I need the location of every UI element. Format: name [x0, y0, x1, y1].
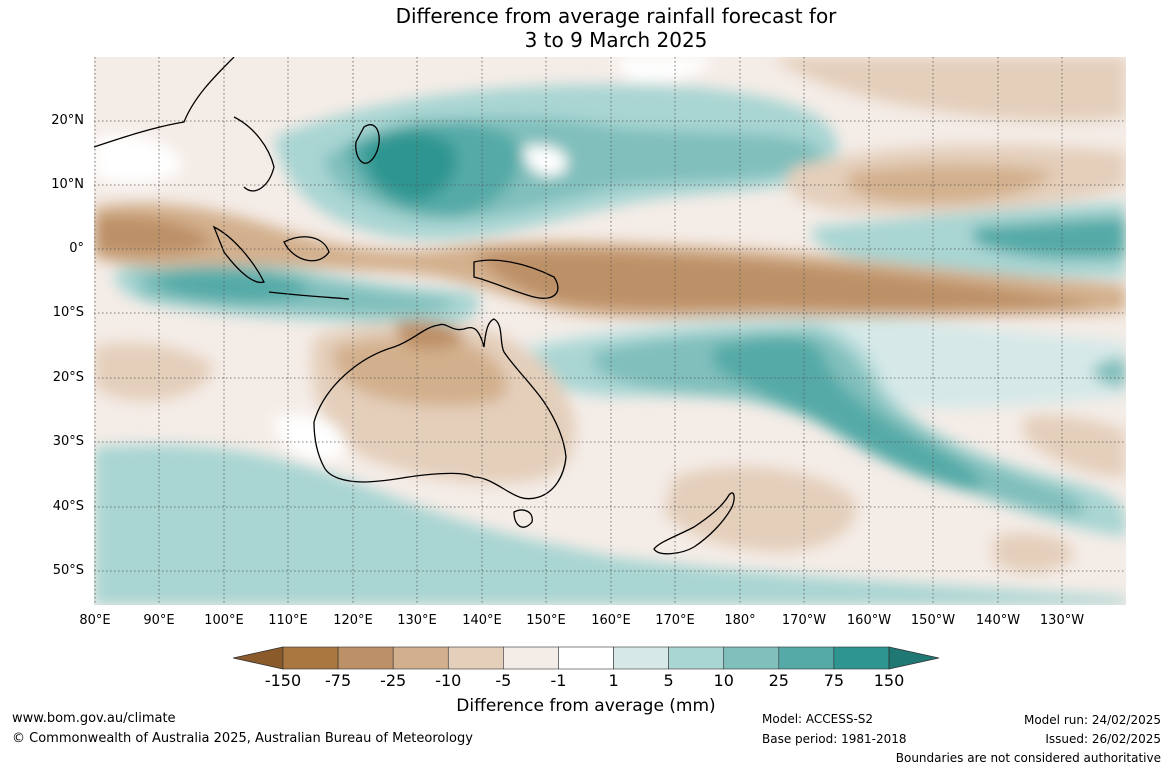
colorbar-tick-label: -10 [435, 671, 462, 690]
longitude-label: 180° [724, 613, 756, 628]
coastlines [94, 57, 735, 555]
latitude-label: 0° [69, 241, 84, 256]
colorbar [233, 646, 939, 670]
colorbar-segment [778, 646, 835, 670]
title-line-2: 3 to 9 March 2025 [524, 28, 708, 52]
model-text: Model: ACCESS-S2 [762, 712, 874, 726]
colorbar-segment [668, 646, 725, 670]
colorbar-tick-label: -5 [495, 671, 512, 690]
latitude-label: 20°S [52, 370, 84, 385]
asia-coastline [94, 57, 235, 148]
longitude-label: 130°E [397, 613, 437, 628]
colorbar-segment [337, 646, 394, 670]
latitude-label: 30°S [52, 434, 84, 449]
colorbar-segment [392, 646, 449, 670]
sumatra-coastline [212, 225, 265, 284]
longitude-label: 140°E [462, 613, 502, 628]
colorbar-title: Difference from average (mm) [456, 696, 716, 716]
colorbar-tick-label: 1 [608, 671, 619, 690]
copyright-text: © Commonwealth of Australia 2025, Austra… [12, 731, 473, 746]
longitude-label: 130°W [1039, 613, 1085, 628]
colorbar-segment [723, 646, 780, 670]
colorbar-segment [503, 646, 559, 670]
longitude-label: 160°W [846, 613, 892, 628]
colorbar-segment [833, 646, 890, 670]
new-guinea-coastline [473, 259, 559, 299]
latitude-label: 10°S [52, 305, 84, 320]
longitude-label: 100°E [204, 613, 244, 628]
issued-text: Issued: 26/02/2025 [1045, 732, 1161, 746]
colorbar-tick-label: -25 [380, 671, 407, 690]
latitude-label: 10°N [51, 177, 84, 192]
longitude-label: 160°E [591, 613, 631, 628]
colorbar-segment [282, 646, 339, 670]
colorbar-tick-label: 5 [663, 671, 674, 690]
longitude-label: 170°W [781, 613, 827, 628]
colorbar-tick-label: -75 [325, 671, 352, 690]
anomaly-shading [94, 57, 1126, 605]
longitude-label: 80°E [79, 613, 111, 628]
longitude-label: 90°E [143, 613, 175, 628]
latitude-label: 20°N [51, 113, 84, 128]
graticule [94, 57, 1126, 605]
new-zealand-coastline [653, 492, 735, 555]
latitude-label: 40°S [52, 499, 84, 514]
longitude-label: 140°W [975, 613, 1021, 628]
rainfall-anomaly-map [94, 57, 1126, 605]
philippines-coastline [355, 124, 380, 164]
borneo-coastline [283, 236, 330, 262]
colorbar-segment [447, 646, 504, 670]
disclaimer-text: Boundaries are not considered authoritat… [895, 751, 1161, 765]
java-coastline [268, 291, 350, 300]
colorbar-tick-label: -150 [264, 671, 302, 690]
colorbar-extend-low [233, 646, 284, 670]
latitude-label: 50°S [52, 563, 84, 578]
colorbar-tick-label: 150 [873, 671, 905, 690]
longitude-label: 120°E [333, 613, 373, 628]
colorbar-tick-label: -1 [550, 671, 567, 690]
title-line-1: Difference from average rainfall forecas… [395, 4, 837, 28]
australia-coastline [313, 318, 567, 500]
indochina-coastline [233, 116, 275, 192]
colorbar-segment [613, 646, 669, 670]
longitude-label: 150°E [526, 613, 566, 628]
colorbar-tick-label: 25 [768, 671, 789, 690]
chart-title: Difference from average rainfall forecas… [0, 4, 1173, 52]
website-text: www.bom.gov.au/climate [12, 711, 176, 726]
colorbar-extend-high [888, 646, 939, 670]
model-run-text: Model run: 24/02/2025 [1023, 713, 1161, 727]
longitude-label: 110°E [268, 613, 308, 628]
tasmania-coastline [513, 509, 533, 528]
longitude-label: 170°E [655, 613, 695, 628]
base-period-text: Base period: 1981-2018 [762, 732, 907, 746]
colorbar-tick-label: 75 [823, 671, 845, 690]
colorbar-segment [558, 646, 614, 670]
colorbar-tick-label: 10 [713, 671, 734, 690]
longitude-label: 150°W [910, 613, 956, 628]
